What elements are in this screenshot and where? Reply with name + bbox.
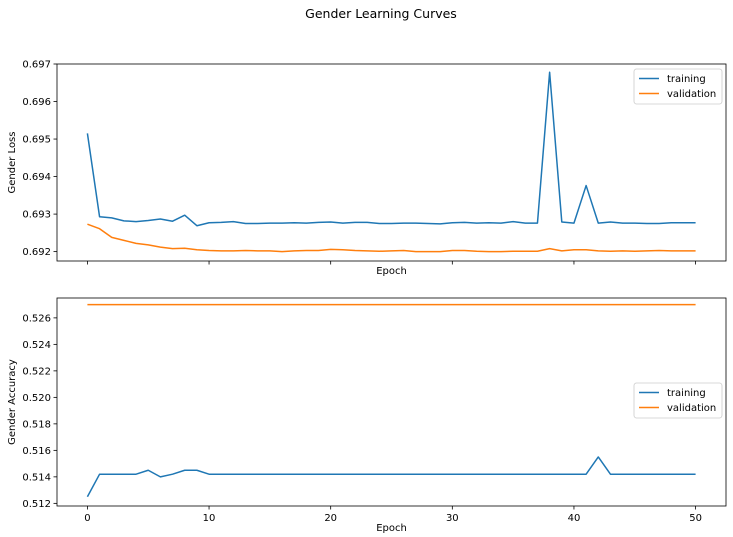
x-axis-label: Epoch xyxy=(376,523,407,534)
y-tick-label: 0.524 xyxy=(22,340,51,351)
y-tick-label: 0.692 xyxy=(22,247,51,258)
y-tick-label: 0.526 xyxy=(22,313,51,324)
y-axis-label: Gender Accuracy xyxy=(7,359,18,445)
x-tick-label: 10 xyxy=(203,513,216,524)
legend-label-training: training xyxy=(667,74,706,85)
y-tick-label: 0.518 xyxy=(22,419,51,430)
x-tick-label: 0 xyxy=(84,513,90,524)
y-tick-label: 0.516 xyxy=(22,446,51,457)
figure-title: Gender Learning Curves xyxy=(305,6,457,21)
x-tick-label: 50 xyxy=(689,513,702,524)
legend-label-validation: validation xyxy=(667,89,716,100)
y-tick-label: 0.514 xyxy=(22,472,51,483)
y-tick-label: 0.695 xyxy=(22,135,51,146)
y-tick-label: 0.696 xyxy=(22,97,51,108)
series-line-training xyxy=(86,456,696,498)
axes-frame xyxy=(56,297,727,507)
legend: training validation xyxy=(633,68,723,105)
y-tick-label: 0.694 xyxy=(22,172,51,183)
accuracy-subplot: 0 10 20 30 40 50 0.512 0.514 0.516 0.518 0.520 0.52… xyxy=(7,297,727,534)
x-tick-label: 30 xyxy=(446,513,459,524)
legend: training validation xyxy=(633,382,723,419)
y-tick-label: 0.512 xyxy=(22,499,51,510)
legend-label-training: training xyxy=(667,388,706,399)
loss-subplot: 0.692 0.693 0.694 0.695 0.696 0.697 Epoch Gende… xyxy=(7,60,727,277)
y-tick-label: 0.693 xyxy=(22,210,51,221)
legend-label-validation: validation xyxy=(667,403,716,414)
series-line-training xyxy=(86,71,696,227)
y-tick-label: 0.522 xyxy=(22,366,51,377)
axes-frame xyxy=(56,63,727,262)
y-axis-label: Gender Loss xyxy=(7,132,18,194)
series-line-validation xyxy=(87,223,696,253)
x-axis-label: Epoch xyxy=(376,266,407,277)
x-tick-label: 40 xyxy=(568,513,581,524)
x-tick-label: 20 xyxy=(324,513,337,524)
y-tick-label: 0.697 xyxy=(22,60,51,71)
y-tick-label: 0.520 xyxy=(22,393,51,404)
